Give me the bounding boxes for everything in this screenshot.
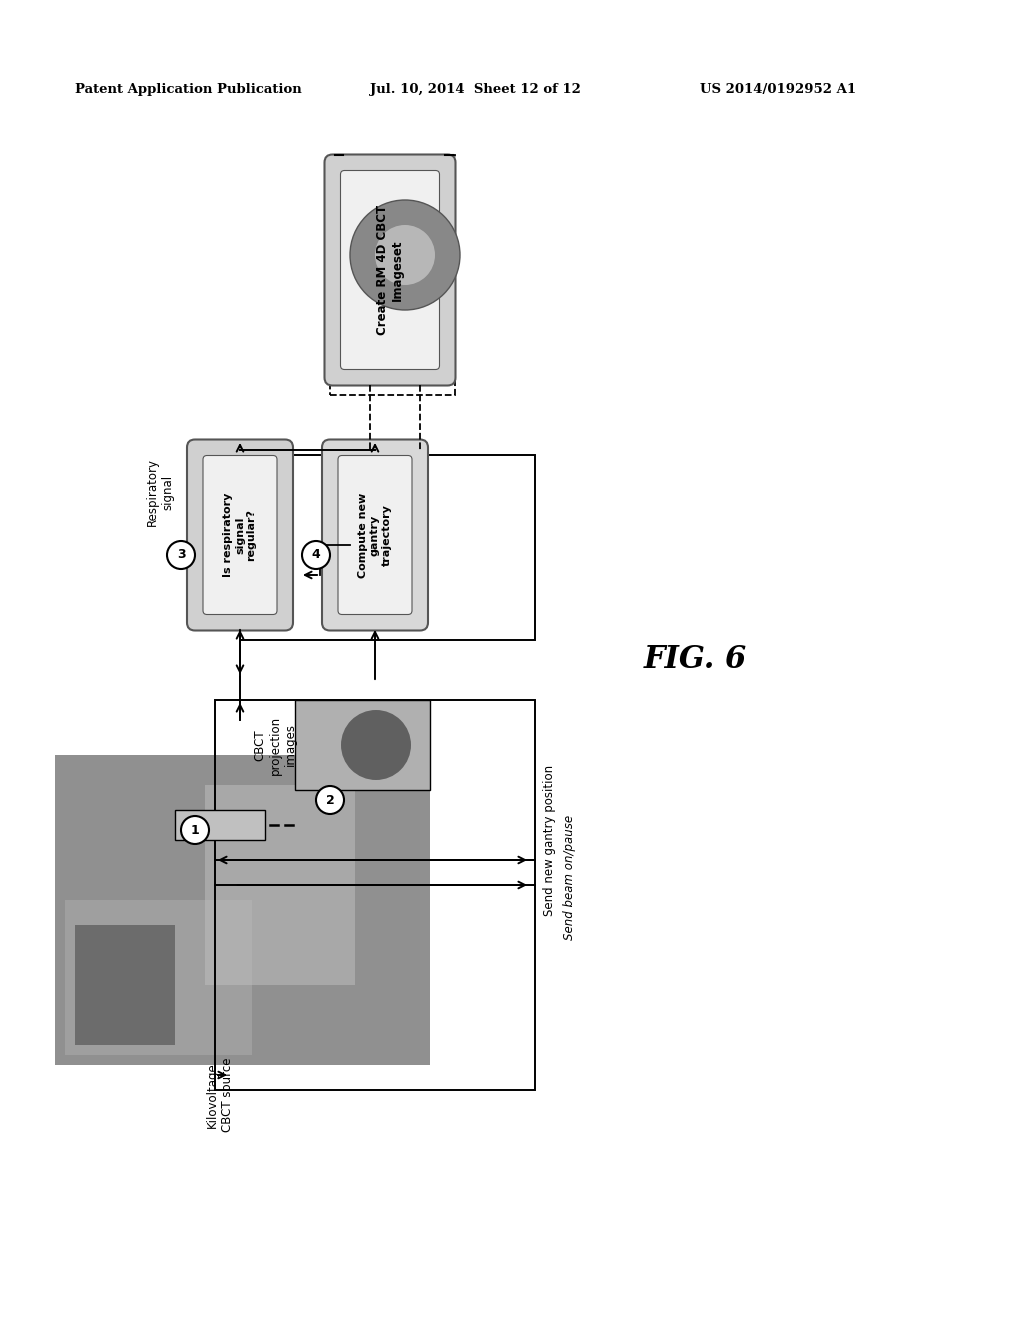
Text: Send beam on/pause: Send beam on/pause bbox=[563, 814, 577, 940]
FancyBboxPatch shape bbox=[187, 440, 293, 631]
FancyBboxPatch shape bbox=[322, 440, 428, 631]
Text: 3: 3 bbox=[177, 549, 185, 561]
Bar bbox=[240, 455, 535, 640]
Bar bbox=[65, 900, 252, 1055]
Bar bbox=[215, 700, 535, 1090]
Text: Respiratory
signal: Respiratory signal bbox=[146, 458, 174, 525]
Text: CBCT
projection
images: CBCT projection images bbox=[254, 715, 297, 775]
Text: Compute new
gantry
trajectory: Compute new gantry trajectory bbox=[358, 492, 391, 578]
Text: Jul. 10, 2014  Sheet 12 of 12: Jul. 10, 2014 Sheet 12 of 12 bbox=[370, 83, 581, 96]
FancyBboxPatch shape bbox=[203, 455, 278, 615]
Text: 2: 2 bbox=[326, 793, 335, 807]
Circle shape bbox=[302, 541, 330, 569]
Text: Patent Application Publication: Patent Application Publication bbox=[75, 83, 302, 96]
Bar bbox=[295, 700, 430, 789]
Bar bbox=[330, 154, 455, 395]
Circle shape bbox=[316, 785, 344, 814]
FancyBboxPatch shape bbox=[338, 455, 412, 615]
Text: Kilovoltage
CBCT source: Kilovoltage CBCT source bbox=[206, 1057, 234, 1133]
Text: FIG. 6: FIG. 6 bbox=[643, 644, 746, 676]
Circle shape bbox=[341, 710, 411, 780]
Bar bbox=[55, 755, 430, 1065]
Text: Create RM 4D CBCT
Imageset: Create RM 4D CBCT Imageset bbox=[376, 205, 404, 335]
Circle shape bbox=[181, 816, 209, 843]
Circle shape bbox=[350, 201, 460, 310]
Text: 1: 1 bbox=[190, 824, 200, 837]
Text: US 2014/0192952 A1: US 2014/0192952 A1 bbox=[700, 83, 856, 96]
Circle shape bbox=[375, 224, 435, 285]
Bar bbox=[75, 925, 175, 1045]
FancyBboxPatch shape bbox=[325, 154, 456, 385]
Bar bbox=[175, 810, 265, 840]
Circle shape bbox=[167, 541, 195, 569]
FancyBboxPatch shape bbox=[341, 170, 439, 370]
Text: Is respiratory
signal
regular?: Is respiratory signal regular? bbox=[223, 492, 257, 577]
Bar bbox=[205, 785, 355, 985]
Text: Send new gantry position: Send new gantry position bbox=[544, 764, 556, 916]
Text: 4: 4 bbox=[311, 549, 321, 561]
